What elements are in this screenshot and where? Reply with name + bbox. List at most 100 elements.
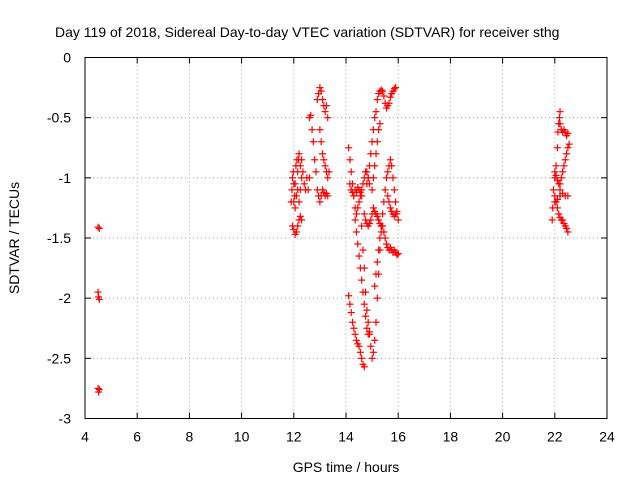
data-point [307, 111, 315, 119]
data-point [312, 168, 320, 176]
data-point [352, 210, 360, 218]
data-point [555, 180, 563, 188]
data-point [372, 318, 380, 326]
data-point [375, 126, 383, 134]
x-tick-label: 8 [186, 429, 194, 445]
data-point [553, 204, 561, 212]
data-point [349, 318, 357, 326]
data-point [317, 87, 325, 95]
data-point [295, 198, 303, 206]
data-point [308, 126, 316, 134]
data-point [358, 276, 366, 284]
data-point [94, 223, 102, 231]
data-point [363, 168, 371, 176]
data-point [560, 162, 568, 170]
chart-title: Day 119 of 2018, Sidereal Day-to-day VTE… [55, 24, 559, 40]
data-point [316, 198, 324, 206]
data-point [372, 150, 380, 158]
data-point [553, 176, 561, 184]
data-point [549, 186, 557, 194]
data-point [394, 216, 402, 224]
data-point [352, 228, 360, 236]
data-point [379, 87, 387, 95]
data-point [359, 246, 367, 254]
data-point [346, 156, 354, 164]
x-tick-label: 20 [495, 429, 511, 445]
data-point [345, 292, 353, 300]
data-point [563, 150, 571, 158]
data-point [394, 250, 402, 258]
axis-ticks: 4 6 8 10 12 14 16 18 20 22 24 0 -0.5 -1 -1.5 -2 -2.5 -3 [47, 50, 615, 445]
data-point [386, 156, 394, 164]
data-point [95, 386, 103, 394]
data-point [386, 204, 394, 212]
data-point [553, 195, 561, 203]
data-point [304, 186, 312, 194]
data-point [552, 162, 560, 170]
data-point [556, 120, 564, 128]
data-point [305, 174, 313, 182]
data-point [364, 318, 372, 326]
data-point [393, 251, 401, 259]
x-tick-label: 18 [443, 429, 459, 445]
data-point [356, 188, 364, 196]
data-point [555, 114, 563, 122]
data-point [322, 102, 330, 110]
data-point [360, 210, 368, 218]
data-point [296, 162, 304, 170]
data-point [557, 174, 565, 182]
data-point [95, 224, 103, 232]
data-point [373, 96, 381, 104]
data-point [375, 246, 383, 254]
data-point [316, 84, 324, 92]
x-tick-label: 10 [234, 429, 250, 445]
data-point [559, 168, 567, 176]
x-tick-label: 14 [338, 429, 354, 445]
data-point [362, 288, 370, 296]
data-point [385, 198, 393, 206]
data-point [95, 295, 103, 303]
data-point [363, 324, 371, 332]
data-point [375, 216, 383, 224]
data-point [295, 150, 303, 158]
data-point [371, 282, 379, 290]
data-point [392, 84, 400, 92]
y-axis-label: SDTVAR / TECUs [6, 182, 22, 294]
data-point [298, 216, 306, 224]
data-point [551, 168, 559, 176]
data-point [355, 252, 363, 260]
data-point [376, 120, 384, 128]
data-point [371, 162, 379, 170]
y-tick-label: -0.5 [47, 110, 71, 126]
data-point [358, 222, 366, 230]
data-point [296, 186, 304, 194]
data-point [368, 354, 376, 362]
data-point [325, 168, 333, 176]
data-point [563, 224, 571, 232]
data-point [381, 186, 389, 194]
data-point [351, 216, 359, 224]
data-point [561, 156, 569, 164]
data-point [362, 312, 370, 320]
data-point [384, 168, 392, 176]
data-point [347, 168, 355, 176]
y-tick-label: -1.5 [47, 230, 71, 246]
data-point [309, 138, 317, 146]
data-point [565, 140, 573, 148]
data-point [321, 162, 329, 170]
data-point [298, 156, 306, 164]
data-point [369, 204, 377, 212]
data-point [321, 108, 329, 116]
data-point [360, 300, 368, 308]
data-point [390, 186, 398, 194]
data-point [363, 306, 371, 314]
data-point [352, 336, 360, 344]
data-point [354, 204, 362, 212]
data-point [345, 144, 353, 152]
data-point [380, 228, 388, 236]
data-point [292, 192, 300, 200]
data-point [373, 258, 381, 266]
data-point [291, 204, 299, 212]
data-point [350, 324, 358, 332]
